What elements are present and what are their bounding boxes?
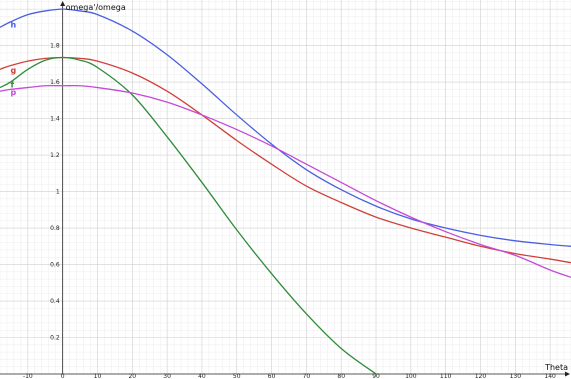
- series-labels: h gfp: [10, 20, 16, 97]
- x-tick-label: 50: [233, 373, 241, 379]
- x-tick-labels: -10 0 10 20 30 40 50 60 70 80 90 100 110 120 130 140: [23, 373, 556, 379]
- series-line-h: [0, 8, 571, 247]
- y-tick-label: 1.6: [50, 79, 60, 86]
- x-tick-label: 30: [163, 373, 171, 379]
- x-tick-label: 140: [544, 373, 556, 379]
- x-axis-arrow: [565, 371, 570, 377]
- series-line-f: [0, 56, 377, 375]
- x-tick-label: 0: [61, 373, 65, 379]
- x-tick-label: 90: [372, 373, 380, 379]
- series-label-g: g: [10, 66, 16, 75]
- x-axis-label: Theta: [544, 363, 568, 372]
- series-label-p: p: [10, 88, 16, 97]
- x-tick-label: 60: [268, 373, 276, 379]
- series-line-p: [0, 84, 571, 278]
- x-tick-label: 70: [303, 373, 311, 379]
- y-tick-label: 0.6: [50, 262, 60, 269]
- y-tick-label: 1.8: [50, 43, 60, 50]
- y-axis-label: omega'/omega: [66, 3, 126, 12]
- x-tick-label: 120: [475, 373, 487, 379]
- x-tick-label: 20: [128, 373, 136, 379]
- x-tick-label: 80: [337, 373, 345, 379]
- y-tick-label: 1.4: [50, 116, 60, 123]
- y-tick-label: 0.4: [50, 298, 60, 305]
- y-tick-label: 0.2: [50, 335, 60, 342]
- series-label-f: f: [10, 81, 14, 90]
- x-tick-label: 130: [510, 373, 522, 379]
- y-axis-arrow: [60, 1, 66, 6]
- series-line-g: [0, 56, 571, 264]
- y-tick-label: 1: [56, 189, 60, 196]
- x-tick-label: -10: [23, 373, 33, 379]
- x-tick-label: 10: [94, 373, 102, 379]
- x-tick-label: 40: [198, 373, 206, 379]
- series-lines: [0, 8, 571, 375]
- y-tick-label: 1.2: [50, 152, 60, 159]
- x-tick-label: 110: [440, 373, 452, 379]
- series-label-h: h: [10, 20, 16, 29]
- x-tick-label: 100: [405, 373, 417, 379]
- y-tick-labels: 0.2 0.4 0.6 0.8 1 1.2 1.4 1.6 1.8: [50, 43, 60, 342]
- y-tick-label: 0.8: [50, 225, 60, 232]
